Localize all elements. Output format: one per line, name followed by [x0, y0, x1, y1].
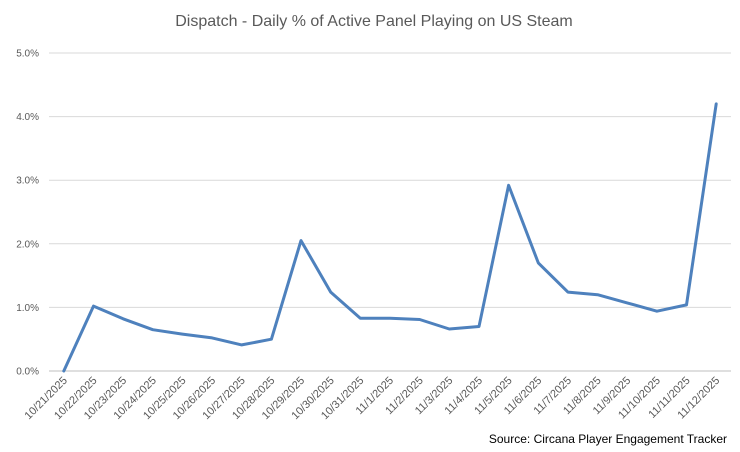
chart-title: Dispatch - Daily % of Active Panel Playi… — [175, 13, 573, 30]
x-axis-ticks: 10/21/202510/22/202510/23/202510/24/2025… — [23, 375, 723, 422]
source-note: Source: Circana Player Engagement Tracke… — [489, 432, 727, 446]
y-tick-label: 2.0% — [16, 239, 39, 250]
series-line — [62, 102, 718, 373]
gridlines — [49, 52, 731, 308]
y-tick-label: 3.0% — [16, 176, 39, 187]
y-tick-label: 4.0% — [16, 112, 39, 123]
series-layer — [62, 102, 718, 373]
y-tick-label: 5.0% — [16, 49, 39, 60]
y-tick-label: 0.0% — [16, 367, 39, 378]
y-axis-ticks: 0.0% 1.0% 2.0% 3.0% 4.0% 5.0% — [16, 49, 39, 378]
y-tick-label: 1.0% — [16, 303, 39, 314]
